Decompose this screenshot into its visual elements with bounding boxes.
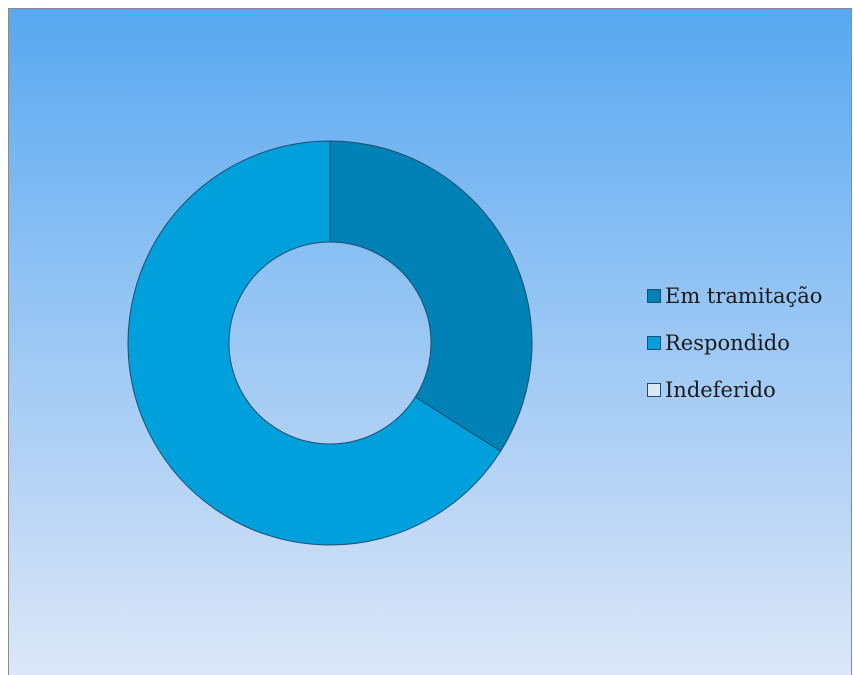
legend-label: Respondido xyxy=(665,331,790,355)
legend-swatch xyxy=(647,289,661,303)
legend-label: Indeferido xyxy=(665,378,776,402)
donut-slice-em-tramita-o xyxy=(329,140,533,452)
legend: Em tramitação Respondido Indeferido xyxy=(647,284,823,426)
chart-area: Em tramitação Respondido Indeferido xyxy=(8,8,852,675)
legend-item-respondido: Respondido xyxy=(647,331,822,355)
legend-item-em-tramitacao: Em tramitação xyxy=(647,284,823,308)
legend-swatch xyxy=(647,383,661,397)
donut-slice-respondido xyxy=(127,140,502,546)
legend-swatch xyxy=(647,336,661,350)
donut-chart xyxy=(127,140,533,546)
legend-label: Em tramitação xyxy=(665,284,823,308)
legend-item-indeferido: Indeferido xyxy=(647,378,822,402)
